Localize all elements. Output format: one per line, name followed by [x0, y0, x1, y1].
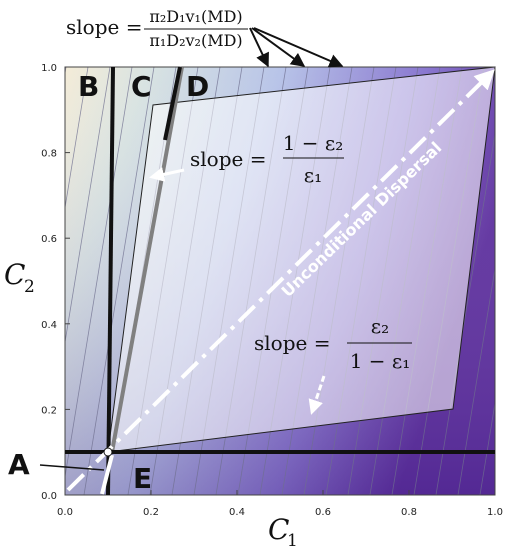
contour-line — [65, 67, 111, 345]
origin-point — [103, 447, 113, 457]
y-tick-label: 0.0 — [41, 491, 57, 502]
y-tick-label: 0.4 — [41, 320, 57, 331]
x-axis-ticks: 0.0 0.2 0.4 0.6 0.8 1.0 — [57, 490, 503, 518]
x-tick-label: 0.8 — [401, 507, 417, 518]
lower-slope-denominator: 1 − ε₁ — [350, 349, 411, 373]
x-axis-label-main: C — [268, 513, 289, 546]
region-label-c: C — [131, 70, 152, 103]
lower-slope-numerator: ε₂ — [371, 314, 389, 338]
region-label-b: B — [78, 70, 99, 103]
y-axis-label-sub: 2 — [24, 277, 35, 297]
y-axis-label-main: C — [4, 258, 25, 291]
top-slope-numerator: π₂D₁v₁(MD) — [149, 7, 242, 26]
y-axis-ticks: 0.0 0.2 0.4 0.6 0.8 1.0 — [41, 63, 70, 502]
region-label-d: D — [186, 70, 209, 103]
boundary-line-steep — [163, 66, 182, 141]
y-tick-label: 0.2 — [41, 405, 57, 416]
plot-frame — [64, 66, 496, 496]
x-axis-label-sub: 1 — [287, 531, 298, 548]
lower-diagonal-segment — [100, 454, 114, 495]
upper-slope-numerator: 1 − ε₂ — [283, 131, 344, 155]
x-tick-label: 1.0 — [487, 507, 503, 518]
x-axis-label: C 1 — [268, 513, 298, 548]
contour-line — [65, 67, 89, 211]
unconditional-dispersal-line — [66, 69, 495, 492]
top-slope-denominator: π₁D₂v₂(MD) — [149, 31, 242, 50]
lower-slope-lhs: slope = — [254, 331, 330, 355]
y-tick-label: 1.0 — [41, 63, 57, 74]
boundary-line-grey — [110, 66, 184, 453]
y-tick-label: 0.6 — [41, 234, 57, 245]
contour-line — [457, 266, 495, 495]
upper-slope-lhs: slope = — [190, 147, 266, 171]
region-label-a: A — [8, 448, 30, 481]
upper-slope-denominator: ε₁ — [304, 163, 322, 187]
x-tick-label: 0.4 — [229, 507, 245, 518]
y-tick-label: 0.8 — [41, 149, 57, 160]
top-slope-annotation: slope = π₂D₁v₁(MD) π₁D₂v₂(MD) — [66, 7, 344, 68]
contour-line — [83, 67, 155, 495]
x-tick-label: 0.6 — [315, 507, 331, 518]
x-tick-label: 0.2 — [143, 507, 159, 518]
contour-line — [479, 400, 495, 495]
y-axis-label: C 2 — [4, 258, 35, 297]
x-tick-label: 0.0 — [57, 507, 73, 518]
top-slope-lhs: slope = — [66, 15, 142, 39]
lower-slope-annotation: slope = ε₂ 1 − ε₁ — [254, 314, 412, 415]
contour-line — [435, 131, 495, 495]
boundary-line-vertical — [106, 66, 115, 496]
contour-line — [65, 67, 133, 480]
region-label-e: E — [133, 462, 152, 495]
upper-slope-annotation: slope = 1 − ε₂ ε₁ — [149, 131, 344, 187]
